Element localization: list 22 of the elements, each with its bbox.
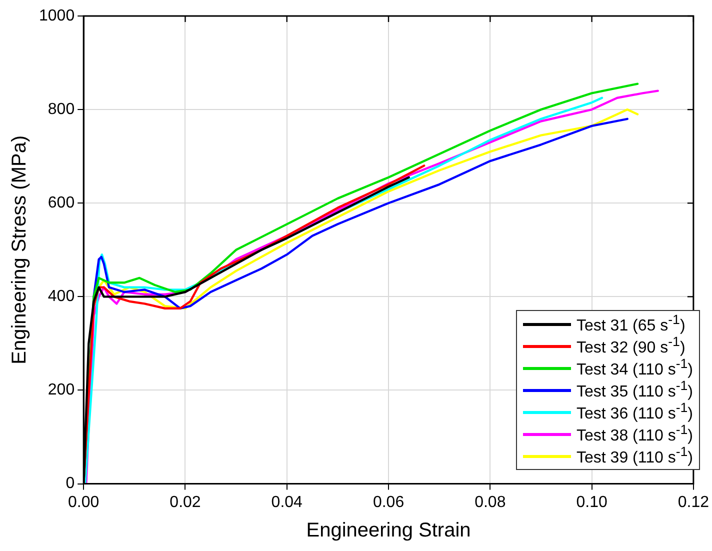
legend-label: Test 31 (65 s$^{-1}$) [576,312,686,336]
x-tick-label: 0.00 [68,494,100,511]
legend-label: Test 32 (90 s$^{-1}$) [576,334,686,358]
legend-label: Test 35 (110 s$^{-1}$) [576,378,693,402]
x-tick-label: 0.10 [576,494,608,511]
legend-label: Test 39 (110 s$^{-1}$) [576,444,693,468]
legend-label: Test 36 (110 s$^{-1}$) [576,400,693,424]
x-tick-label: 0.12 [678,494,710,511]
x-tick-label: 0.06 [372,494,404,511]
legend-label: Test 34 (110 s$^{-1}$) [576,356,693,380]
y-tick-label: 1000 [39,7,75,24]
y-tick-label: 400 [48,288,75,306]
y-axis-title: Engineering Stress (MPa) [8,135,31,364]
y-tick-label: 0 [66,475,75,492]
y-tick-label: 800 [48,100,75,118]
x-tick-label: 0.04 [271,494,303,511]
x-tick-label: 0.08 [474,494,506,511]
x-tick-label: 0.02 [170,494,201,511]
x-axis-title: Engineering Strain [306,520,471,542]
y-tick-label: 600 [48,194,75,212]
y-tick-label: 200 [48,382,75,399]
legend-label: Test 38 (110 s$^{-1}$) [576,422,693,446]
